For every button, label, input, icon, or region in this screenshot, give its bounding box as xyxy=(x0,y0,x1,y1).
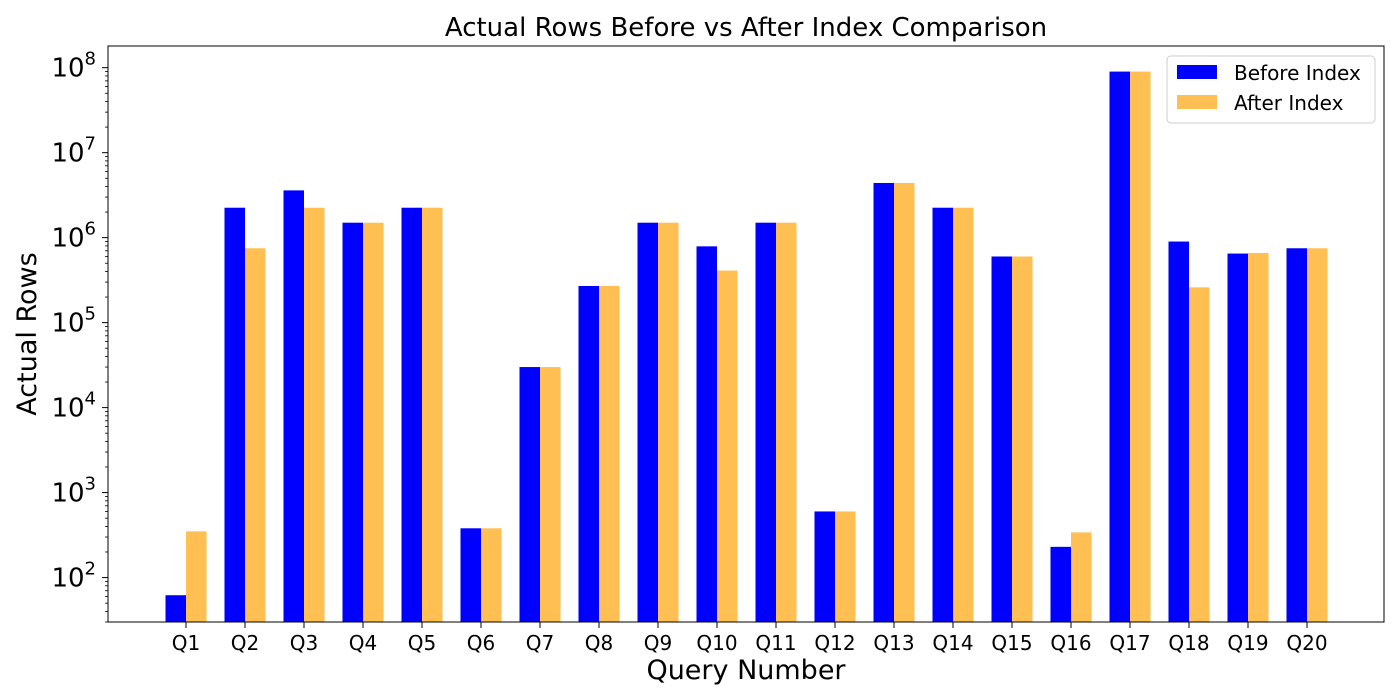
bar-before-q3 xyxy=(283,190,304,622)
bar-after-q1 xyxy=(186,531,207,622)
x-tick-label: Q2 xyxy=(231,631,259,655)
bar-after-q17 xyxy=(1130,71,1151,622)
bar-after-q11 xyxy=(776,222,797,622)
bar-before-q20 xyxy=(1286,248,1307,622)
bar-after-q13 xyxy=(894,182,915,622)
bar-before-q13 xyxy=(873,182,894,622)
x-tick-label: Q3 xyxy=(290,631,318,655)
plot-frame xyxy=(107,45,1385,623)
bar-before-q8 xyxy=(578,285,599,622)
bar-after-q18 xyxy=(1189,287,1210,622)
bar-after-q10 xyxy=(717,270,738,622)
x-axis-label: Query Number xyxy=(646,655,846,686)
x-tick-label: Q10 xyxy=(696,631,737,655)
y-tick-label: 103 xyxy=(51,474,96,509)
x-tick-label: Q9 xyxy=(644,631,672,655)
bar-after-q5 xyxy=(422,207,443,622)
x-tick-label: Q19 xyxy=(1227,631,1268,655)
bar-after-q12 xyxy=(835,511,856,622)
y-tick-label-base: 10 xyxy=(51,479,84,509)
y-tick-label-exponent: 7 xyxy=(85,134,96,155)
x-tick-label: Q11 xyxy=(755,631,796,655)
x-tick-label: Q14 xyxy=(932,631,973,655)
bar-after-q20 xyxy=(1307,248,1328,622)
bar-before-q11 xyxy=(755,222,776,622)
x-tick-label: Q18 xyxy=(1168,631,1209,655)
bar-after-q6 xyxy=(481,528,502,622)
bar-before-q4 xyxy=(342,222,363,622)
y-axis-label: Actual Rows xyxy=(12,252,43,415)
y-tick-label-exponent: 5 xyxy=(85,304,96,325)
legend-swatch-after-index xyxy=(1177,95,1217,109)
x-tick-label: Q15 xyxy=(991,631,1032,655)
bar-before-q7 xyxy=(519,367,540,622)
bar-before-q16 xyxy=(1050,546,1071,622)
y-tick-label-exponent: 4 xyxy=(85,389,96,410)
y-tick-label-base: 10 xyxy=(51,309,84,339)
x-tick-label: Q6 xyxy=(467,631,495,655)
bar-before-q15 xyxy=(991,256,1012,622)
y-tick-label: 107 xyxy=(51,134,96,169)
bar-before-q14 xyxy=(932,207,953,622)
bar-before-q19 xyxy=(1227,253,1248,623)
bar-after-q4 xyxy=(363,222,384,622)
x-axis-ticks: Q1 Q2 Q3 Q4 Q5 Q6 Q7 Q8 Q9 Q10 Q11 Q12 Q13 Q14 Q15 Q16 Q… xyxy=(172,622,1328,655)
x-tick-label: Q16 xyxy=(1050,631,1091,655)
bar-before-q18 xyxy=(1168,241,1189,623)
x-tick-label: Q4 xyxy=(349,631,377,655)
bar-before-q1 xyxy=(165,595,186,622)
x-tick-label: Q13 xyxy=(873,631,914,655)
bar-after-q19 xyxy=(1248,252,1269,623)
x-tick-label: Q5 xyxy=(408,631,436,655)
y-tick-label: 105 xyxy=(51,304,96,339)
bar-before-q5 xyxy=(401,207,422,622)
x-tick-label: Q7 xyxy=(526,631,554,655)
bar-after-q2 xyxy=(245,248,266,622)
y-tick-label-base: 10 xyxy=(51,564,84,594)
y-tick-label-base: 10 xyxy=(51,54,84,84)
y-tick-label-exponent: 3 xyxy=(85,474,96,495)
bar-before-q10 xyxy=(696,246,717,622)
x-tick-label: Q20 xyxy=(1286,631,1327,655)
y-tick-label: 108 xyxy=(51,49,96,84)
y-tick-label-exponent: 6 xyxy=(85,219,96,240)
legend-swatch-before-index xyxy=(1177,65,1217,79)
y-tick-label-exponent: 8 xyxy=(85,49,96,70)
legend-label-before-index: Before Index xyxy=(1234,61,1361,85)
x-tick-label: Q17 xyxy=(1109,631,1150,655)
legend: Before Index After Index xyxy=(1166,55,1376,124)
y-tick-label-exponent: 2 xyxy=(85,559,96,580)
y-tick-label: 102 xyxy=(51,559,96,594)
y-tick-label-base: 10 xyxy=(51,394,84,424)
bars-group xyxy=(165,71,1328,623)
y-tick-label-base: 10 xyxy=(51,224,84,254)
bar-before-q9 xyxy=(637,222,658,622)
bar-before-q2 xyxy=(224,207,245,622)
legend-label-after-index: After Index xyxy=(1234,91,1344,115)
x-tick-label: Q1 xyxy=(172,631,200,655)
bar-after-q8 xyxy=(599,285,620,622)
y-tick-label-base: 10 xyxy=(51,139,84,169)
bar-after-q15 xyxy=(1012,256,1033,622)
x-tick-label: Q12 xyxy=(814,631,855,655)
legend-box xyxy=(1166,55,1376,124)
x-tick-label: Q8 xyxy=(585,631,613,655)
bar-after-q14 xyxy=(953,207,974,622)
bar-after-q7 xyxy=(540,367,561,622)
bar-before-q17 xyxy=(1109,71,1130,622)
bar-after-q16 xyxy=(1071,532,1092,622)
bar-after-q9 xyxy=(658,222,679,622)
bar-before-q12 xyxy=(814,511,835,622)
bar-before-q6 xyxy=(460,528,481,622)
y-tick-label: 106 xyxy=(51,219,96,254)
bar-after-q3 xyxy=(304,207,325,622)
chart-title: Actual Rows Before vs After Index Compar… xyxy=(445,13,1047,43)
y-tick-label: 104 xyxy=(51,389,96,424)
